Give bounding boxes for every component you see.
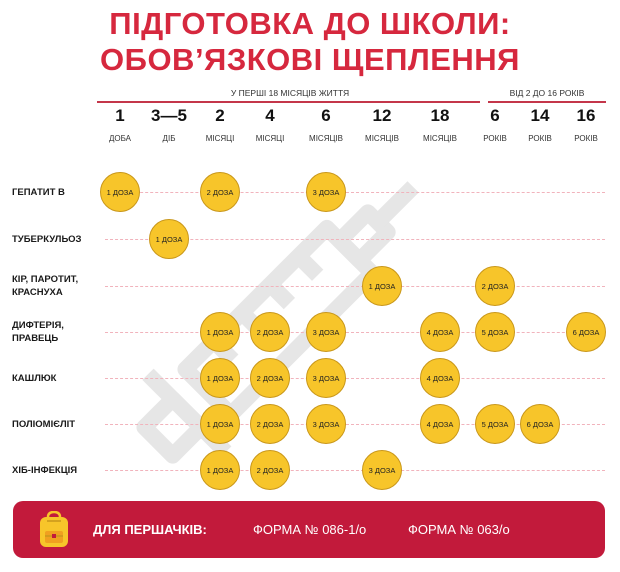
vaccine-label: ГЕПАТИТ В bbox=[12, 186, 65, 198]
period-2-to-16-years: ВІД 2 ДО 16 РОКІВ bbox=[509, 88, 585, 98]
age-unit: МІСЯЦІВ bbox=[365, 134, 399, 143]
dose-circle: 4 ДОЗА bbox=[420, 312, 460, 352]
dose-circle: 3 ДОЗА bbox=[306, 172, 346, 212]
vaccine-label: КІР, ПАРОТИТ, КРАСНУХА bbox=[12, 274, 79, 298]
footer-label: ДЛЯ ПЕРШАЧКІВ: bbox=[93, 522, 207, 537]
age-number: 18 bbox=[430, 106, 450, 125]
dose-circle: 3 ДОЗА bbox=[306, 312, 346, 352]
dose-circle: 3 ДОЗА bbox=[306, 404, 346, 444]
age-number: 4 bbox=[265, 106, 275, 125]
dose-circle: 5 ДОЗА bbox=[475, 312, 515, 352]
period-divider-second bbox=[488, 101, 606, 103]
dose-circle: 2 ДОЗА bbox=[475, 266, 515, 306]
age-number: 1 bbox=[115, 106, 125, 125]
first-graders-footer: ДЛЯ ПЕРШАЧКІВ: ФОРМА № 086-1/о ФОРМА № 0… bbox=[13, 501, 605, 558]
dose-circle: 1 ДОЗА bbox=[149, 219, 189, 259]
vaccine-label: ХІБ-ІНФЕКЦІЯ bbox=[12, 464, 78, 476]
age-number: 16 bbox=[576, 106, 596, 125]
vaccine-label: ПОЛІОМІЄЛІТ bbox=[12, 418, 76, 430]
row-dashed-line bbox=[105, 192, 605, 193]
dose-circle: 1 ДОЗА bbox=[200, 450, 240, 490]
age-number: 6 bbox=[490, 106, 500, 125]
row-dashed-line bbox=[105, 332, 605, 333]
age-unit: МІСЯЦІ bbox=[255, 134, 285, 143]
vaccine-label: ДИФТЕРІЯ, ПРАВЕЦЬ bbox=[12, 320, 64, 344]
row-dashed-line bbox=[105, 378, 605, 379]
age-number: 3—5 bbox=[151, 106, 187, 125]
dose-circle: 6 ДОЗА bbox=[566, 312, 606, 352]
age-number: 2 bbox=[215, 106, 225, 125]
dose-circle: 3 ДОЗА bbox=[362, 450, 402, 490]
dose-circle: 2 ДОЗА bbox=[200, 172, 240, 212]
dose-circle: 1 ДОЗА bbox=[362, 266, 402, 306]
form-086-1: ФОРМА № 086-1/о bbox=[253, 522, 367, 537]
dose-circle: 1 ДОЗА bbox=[100, 172, 140, 212]
row-dashed-line bbox=[105, 424, 605, 425]
dose-circle: 5 ДОЗА bbox=[475, 404, 515, 444]
form-063: ФОРМА № 063/о bbox=[408, 522, 510, 537]
age-unit: ДІБ bbox=[162, 134, 176, 143]
row-dashed-line bbox=[105, 286, 605, 287]
row-dashed-line bbox=[105, 239, 605, 240]
period-first-18-months: У ПЕРШІ 18 МІСЯЦІВ ЖИТТЯ bbox=[230, 88, 350, 98]
age-number: 6 bbox=[321, 106, 331, 125]
dose-circle: 6 ДОЗА bbox=[520, 404, 560, 444]
age-unit: МІСЯЦІВ bbox=[423, 134, 457, 143]
dose-circle: 4 ДОЗА bbox=[420, 358, 460, 398]
age-unit: РОКІВ bbox=[574, 134, 598, 143]
row-dashed-line bbox=[105, 470, 605, 471]
dose-circle: 2 ДОЗА bbox=[250, 404, 290, 444]
age-unit: МІСЯЦІВ bbox=[309, 134, 343, 143]
dose-circle: 2 ДОЗА bbox=[250, 312, 290, 352]
dose-circle: 1 ДОЗА bbox=[200, 358, 240, 398]
page-title-line-1: ПІДГОТОВКА ДО ШКОЛИ: bbox=[109, 6, 511, 41]
dose-circle: 3 ДОЗА bbox=[306, 358, 346, 398]
vaccine-label: ТУБЕРКУЛЬОЗ bbox=[12, 233, 82, 245]
age-number: 14 bbox=[530, 106, 550, 125]
dose-circle: 1 ДОЗА bbox=[200, 404, 240, 444]
page-title-line-2: ОБОВ’ЯЗКОВІ ЩЕПЛЕННЯ bbox=[100, 42, 520, 77]
age-unit: РОКІВ bbox=[483, 134, 507, 143]
dose-circle: 2 ДОЗА bbox=[250, 450, 290, 490]
period-divider-first bbox=[97, 101, 480, 103]
age-unit: РОКІВ bbox=[528, 134, 552, 143]
dose-circle: 4 ДОЗА bbox=[420, 404, 460, 444]
age-unit: МІСЯЦІ bbox=[205, 134, 235, 143]
dose-circle: 2 ДОЗА bbox=[250, 358, 290, 398]
dose-circle: 1 ДОЗА bbox=[200, 312, 240, 352]
age-number: 12 bbox=[372, 106, 392, 125]
vaccine-label: КАШЛЮК bbox=[12, 372, 57, 384]
backpack-icon bbox=[40, 511, 68, 547]
age-unit: ДОБА bbox=[108, 134, 132, 143]
